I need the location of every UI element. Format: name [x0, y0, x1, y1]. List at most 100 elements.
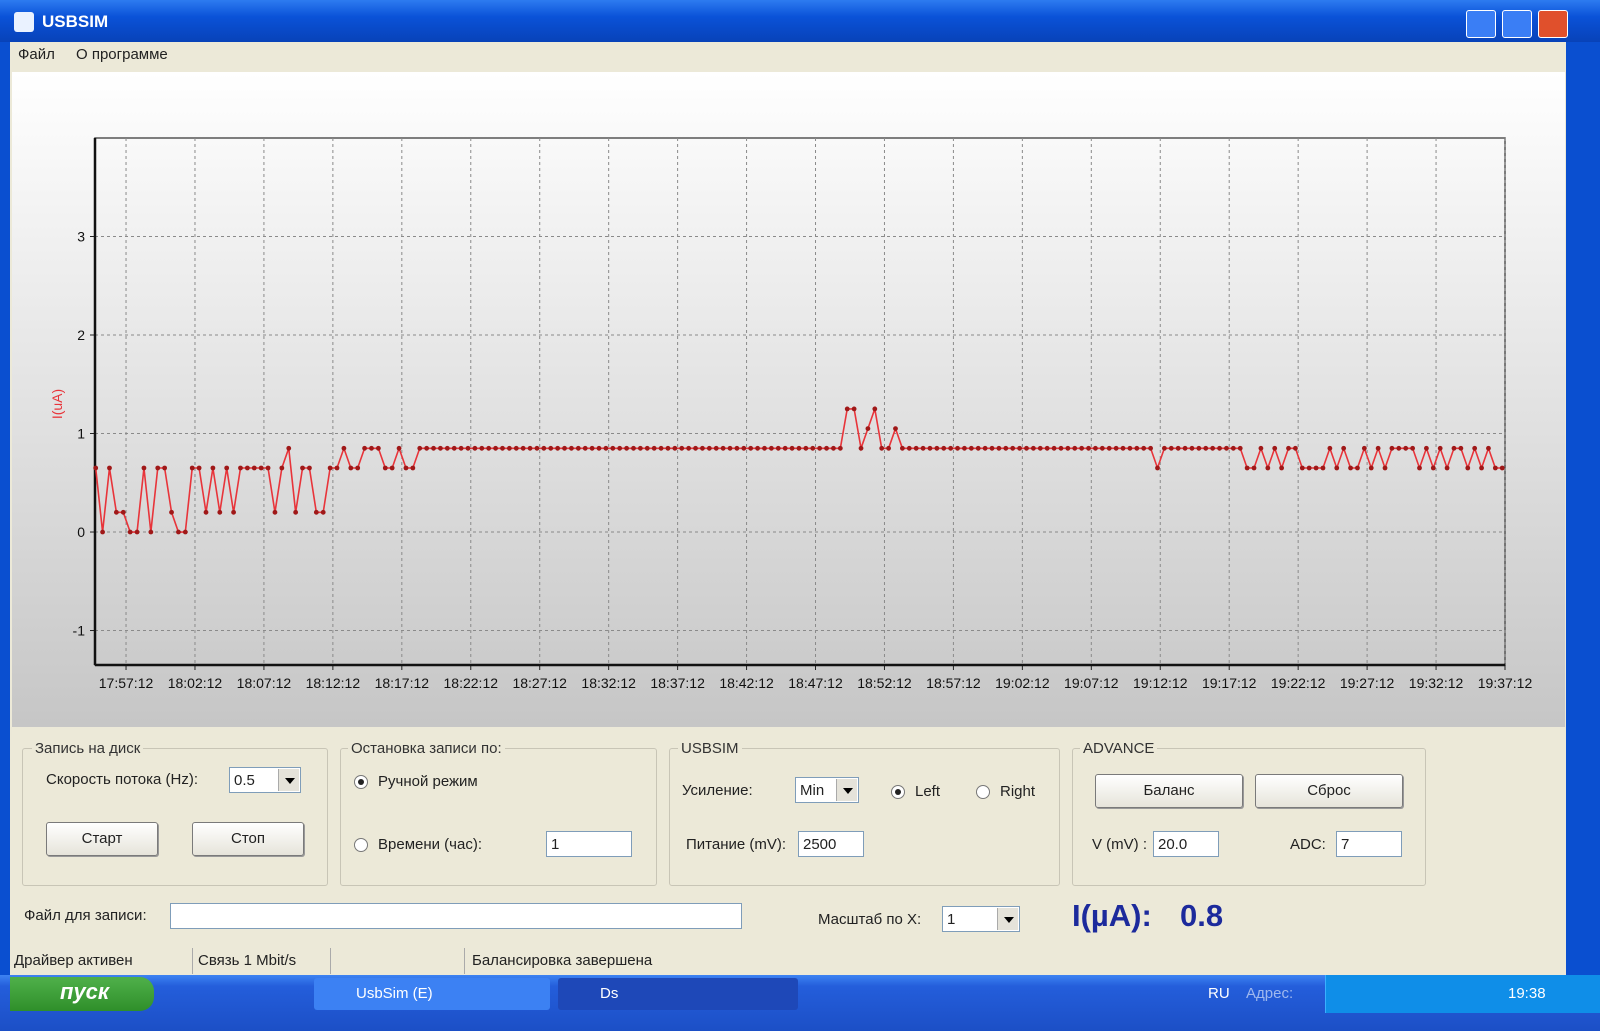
minimize-button[interactable]: [1466, 10, 1496, 38]
x-tick-label: 19:27:12: [1340, 675, 1395, 691]
rate-combo[interactable]: 0.5: [229, 767, 301, 793]
y-axis-label: I(uA): [49, 389, 65, 419]
radio-left[interactable]: [891, 785, 905, 799]
data-point: [493, 445, 498, 451]
data-point: [534, 445, 540, 451]
data-point: [755, 445, 760, 451]
data-point: [182, 529, 188, 535]
plot-frame: [94, 137, 1506, 666]
data-point: [320, 509, 326, 515]
data-point: [1058, 445, 1064, 451]
data-point: [1134, 445, 1140, 451]
data-point: [451, 445, 457, 451]
data-point: [982, 445, 988, 451]
data-point: [410, 465, 416, 471]
data-point: [817, 445, 823, 451]
data-point: [1072, 445, 1078, 451]
data-point: [279, 465, 285, 471]
data-point: [307, 465, 312, 471]
y-tick-label: 0: [77, 524, 85, 540]
radio-label: Времени (час):: [378, 836, 482, 853]
data-point: [1093, 445, 1098, 451]
menu-item[interactable]: Файл: [18, 46, 55, 63]
v-input[interactable]: 20.0: [1153, 831, 1219, 857]
data-point: [438, 445, 443, 451]
data-point: [886, 445, 891, 451]
data-point: [1465, 465, 1471, 471]
data-point: [1258, 445, 1264, 451]
data-point: [520, 445, 526, 451]
data-point: [1313, 465, 1319, 471]
data-point: [1279, 465, 1285, 471]
power-input[interactable]: 2500: [798, 831, 864, 857]
data-point: [1148, 445, 1154, 451]
data-point: [665, 445, 671, 451]
data-point: [286, 445, 292, 451]
task-button[interactable]: [558, 978, 798, 1010]
stop-button[interactable]: Стоп: [192, 822, 304, 856]
status-cell: [334, 948, 465, 974]
data-point: [210, 465, 216, 471]
radio-manual[interactable]: [354, 775, 368, 789]
data-point: [631, 445, 636, 451]
data-point: [486, 445, 492, 451]
adc-input[interactable]: 7: [1336, 831, 1402, 857]
scale-combo[interactable]: 1: [942, 906, 1020, 932]
data-point: [1417, 465, 1422, 471]
data-point: [148, 529, 154, 535]
data-point: [1182, 445, 1188, 451]
x-tick-label: 18:37:12: [650, 675, 705, 691]
data-point: [1430, 465, 1436, 471]
data-point: [362, 445, 367, 451]
close-button[interactable]: [1538, 10, 1568, 38]
task-button[interactable]: [314, 978, 550, 1010]
language[interactable]: RU: [1208, 985, 1230, 1002]
start-button[interactable]: [10, 977, 154, 1011]
data-point: [527, 445, 533, 451]
x-tick-label: 18:12:12: [306, 675, 361, 691]
maximize-button[interactable]: [1502, 10, 1532, 38]
data-point: [500, 445, 505, 451]
gain-combo[interactable]: Min: [795, 777, 859, 803]
start-button[interactable]: Старт: [46, 822, 158, 856]
data-point: [651, 445, 657, 451]
reset-button[interactable]: Сброс: [1255, 774, 1403, 808]
data-point: [1327, 445, 1333, 451]
task-label: Ds: [600, 985, 619, 1002]
data-point: [858, 445, 864, 451]
x-tick-label: 18:47:12: [788, 675, 843, 691]
data-point: [1203, 445, 1209, 451]
data-point: [617, 445, 623, 451]
radio-label: Left: [915, 783, 941, 800]
data-point: [913, 445, 919, 451]
radio-right[interactable]: [976, 785, 990, 799]
data-point: [1010, 445, 1016, 451]
window-title: USBSIM: [42, 12, 109, 31]
data-point: [796, 445, 802, 451]
data-point: [431, 445, 436, 451]
data-point: [1161, 445, 1167, 451]
data-point: [1037, 445, 1043, 451]
group-title: Остановка записи по:: [348, 740, 505, 757]
x-tick-label: 19:02:12: [995, 675, 1050, 691]
data-point: [1237, 445, 1243, 451]
data-point: [582, 445, 588, 451]
data-point: [341, 445, 347, 451]
balance-button[interactable]: Баланс: [1095, 774, 1243, 808]
data-point: [548, 445, 554, 451]
file-input[interactable]: [170, 903, 742, 929]
data-point: [727, 445, 733, 451]
radio-time[interactable]: [354, 838, 368, 852]
app-icon: [14, 12, 34, 32]
menu-item[interactable]: О программе: [76, 46, 168, 63]
data-point: [1044, 445, 1050, 451]
data-point: [375, 445, 381, 451]
data-point: [644, 445, 650, 451]
hours-input[interactable]: 1: [546, 831, 632, 857]
data-point: [479, 445, 485, 451]
group-title: Запись на диск: [32, 740, 144, 757]
x-tick-label: 18:52:12: [857, 675, 912, 691]
data-line: [94, 405, 1503, 533]
data-point: [120, 509, 126, 515]
